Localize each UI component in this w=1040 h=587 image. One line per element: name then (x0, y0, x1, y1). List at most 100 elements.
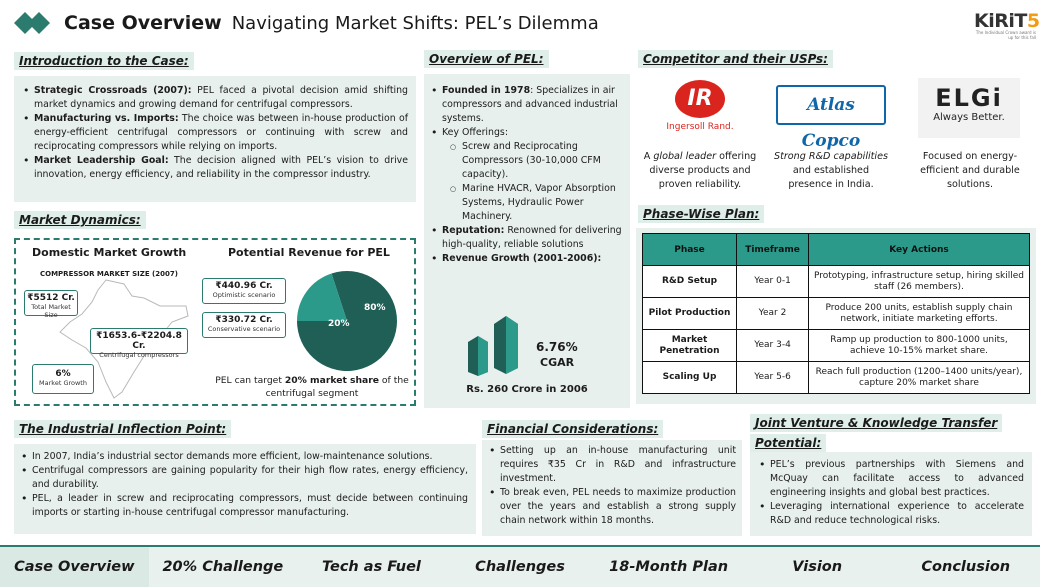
tab-vision[interactable]: Vision (792, 559, 843, 575)
plan-phase-cell: Scaling Up (642, 361, 737, 394)
centrifugal-label: Centrifugal compressors (99, 351, 179, 359)
tab-case-overview[interactable]: Case Overview (0, 547, 149, 587)
market-heading: Market Dynamics: (14, 211, 146, 229)
plan-time-cell: Year 5-6 (736, 361, 809, 394)
offerings-list: Screw and Reciprocating Compressors (30-… (448, 140, 624, 224)
domestic-title: Domestic Market Growth (32, 246, 187, 259)
plan-panel: Phase Timeframe Key Actions R&D Setup Yea… (636, 228, 1036, 404)
elgi-name: ELGi (935, 84, 1003, 112)
growth-value: 6% (55, 369, 71, 379)
atlas-logo: Atlas Copco (776, 85, 886, 151)
plan-actions-cell: Reach full production (1200–1400 units/y… (808, 361, 1030, 394)
intro-panel: Strategic Crossroads (2007): PEL faced a… (14, 76, 416, 202)
financial-heading-wrap: Financial Considerations: (482, 418, 664, 438)
growth-label: Market Growth (39, 379, 87, 387)
target-note: PEL can target 20% market share of the c… (215, 375, 409, 399)
tab-challenges[interactable]: Challenges (475, 559, 565, 575)
ir-logo-mark: IR (675, 80, 725, 118)
page-title: Case Overview (64, 12, 222, 34)
joint-heading-wrap: Joint Venture & Knowledge Transfer Poten… (750, 412, 1032, 452)
centrifugal-value: ₹1653.6-₹2204.8 Cr. (96, 331, 182, 351)
joint-heading-2: Potential: (750, 434, 827, 452)
kirit-logo: KiRiT5.0 The Individual Crown award is u… (974, 10, 1040, 44)
pie-slice-small (297, 273, 347, 321)
plan-table: Phase Timeframe Key Actions R&D Setup Yea… (642, 233, 1030, 394)
map-label: COMPRESSOR MARKET SIZE (2007) (40, 270, 178, 278)
pie-label-small: 20% (328, 319, 350, 329)
plan-row: Scaling Up Year 5-6 Reach full production … (642, 361, 1030, 394)
intro-heading: Introduction to the Case: (14, 52, 194, 70)
financial-list: Setting up an in-house manufacturing uni… (486, 444, 736, 528)
joint-item: Leveraging international experience to a… (756, 500, 1024, 528)
india-map-icon (59, 279, 189, 399)
conservative-label: Conservative scenario (207, 325, 281, 333)
optimistic-label: Optimistic scenario (212, 291, 276, 299)
bottom-nav: Case Overview 20% Challenge Tech as Fuel… (0, 545, 1040, 587)
revenue-pie: 20% 80% (297, 271, 397, 371)
plan-actions-cell: Prototyping, infrastructure setup, hirin… (808, 265, 1030, 298)
competitors-heading-wrap: Competitor and their USPs: (638, 48, 833, 68)
joint-panel: PEL’s previous partnerships with Siemens… (750, 452, 1032, 536)
plan-row: R&D Setup Year 0-1 Prototyping, infrastruc… (642, 265, 1030, 298)
financial-item: Setting up an in-house manufacturing uni… (486, 444, 736, 486)
conservative-card: ₹330.72 Cr. Conservative scenario (202, 312, 286, 338)
joint-heading-1: Joint Venture & Knowledge Transfer (750, 414, 1003, 432)
inflection-item: Centrifugal compressors are gaining popu… (18, 464, 468, 492)
market-panel: Domestic Market Growth Potential Revenue… (14, 238, 416, 406)
col-phase: Phase (642, 233, 737, 266)
financial-panel: Setting up an in-house manufacturing uni… (482, 440, 742, 536)
ir-name: Ingersoll Rand. (666, 122, 734, 132)
tab-conclusion[interactable]: Conclusion (921, 559, 1011, 575)
plan-time-cell: Year 3-4 (736, 329, 809, 362)
financial-heading: Financial Considerations: (482, 420, 664, 438)
plan-time-cell: Year 2 (736, 297, 809, 330)
col-timeframe: Timeframe (736, 233, 809, 266)
inflection-list: In 2007, India’s industrial sector deman… (18, 450, 468, 520)
atlas-usp: Strong R&D capabilities and established … (773, 151, 888, 190)
offering-item: Screw and Reciprocating Compressors (30-… (448, 140, 624, 182)
plan-actions-cell: Ramp up production to 800-1000 units, ac… (808, 329, 1030, 362)
joint-item: PEL’s previous partnerships with Siemens… (756, 458, 1024, 500)
total-market-value: ₹5512 Cr. (27, 293, 75, 303)
market-heading-wrap: Market Dynamics: (14, 209, 146, 229)
inflection-item: In 2007, India’s industrial sector deman… (18, 450, 468, 464)
growth-card: 6% Market Growth (32, 364, 94, 394)
offering-item: Marine HVACR, Vapor Absorption Systems, … (448, 182, 624, 224)
plan-heading: Phase-Wise Plan: (638, 205, 765, 223)
inflection-panel: In 2007, India’s industrial sector deman… (14, 444, 476, 534)
financial-item: To break even, PEL needs to maximize pro… (486, 486, 736, 528)
elgi-logo: ELGi Always Better. (918, 78, 1020, 138)
tab-18-month-plan[interactable]: 18-Month Plan (609, 559, 729, 575)
inflection-item: PEL, a leader in screw and reciprocating… (18, 492, 468, 520)
plan-row: Pilot Production Year 2 Produce 200 units,… (642, 297, 1030, 330)
elgi-tag: Always Better. (933, 112, 1005, 123)
page-header: Case Overview Navigating Market Shifts: … (14, 8, 599, 38)
cagr-value: 6.76% (536, 340, 578, 354)
centrifugal-card: ₹1653.6-₹2204.8 Cr. Centrifugal compress… (90, 328, 188, 359)
logo-text-b: 5.0 (1026, 10, 1040, 32)
tab-20-challenge[interactable]: 20% Challenge (162, 559, 284, 575)
intro-list: Strategic Crossroads (2007): PEL faced a… (20, 84, 408, 182)
col-actions: Key Actions (808, 233, 1030, 266)
plan-header-row: Phase Timeframe Key Actions (642, 233, 1030, 266)
double-chevron-icon (14, 12, 50, 34)
inflection-heading: The Industrial Inflection Point: (14, 420, 232, 438)
overview-heading-wrap: Overview of PEL: (424, 48, 549, 68)
overview-list: Founded in 1978: Specializes in air comp… (428, 84, 624, 266)
intro-heading-wrap: Introduction to the Case: (14, 50, 194, 70)
pie-label-large: 80% (364, 303, 386, 313)
total-market-card: ₹5512 Cr. Total Market Size (24, 290, 78, 319)
plan-phase-cell: Market Penetration (642, 329, 737, 362)
intro-item: Market Leadership Goal: The decision ali… (20, 154, 408, 182)
joint-list: PEL’s previous partnerships with Siemens… (756, 458, 1024, 528)
inflection-heading-wrap: The Industrial Inflection Point: (14, 418, 232, 438)
optimistic-card: ₹440.96 Cr. Optimistic scenario (202, 278, 286, 304)
cagr-label: CGAR (540, 356, 575, 369)
plan-actions-cell: Produce 200 units, establish supply chai… (808, 297, 1030, 330)
plan-phase-cell: R&D Setup (642, 265, 737, 298)
overview-panel: Founded in 1978: Specializes in air comp… (424, 74, 630, 408)
plan-heading-wrap: Phase-Wise Plan: (638, 203, 765, 223)
conservative-value: ₹330.72 Cr. (215, 315, 273, 325)
tab-tech-as-fuel[interactable]: Tech as Fuel (321, 559, 421, 575)
ir-logo: IR Ingersoll Rand. (660, 78, 740, 140)
